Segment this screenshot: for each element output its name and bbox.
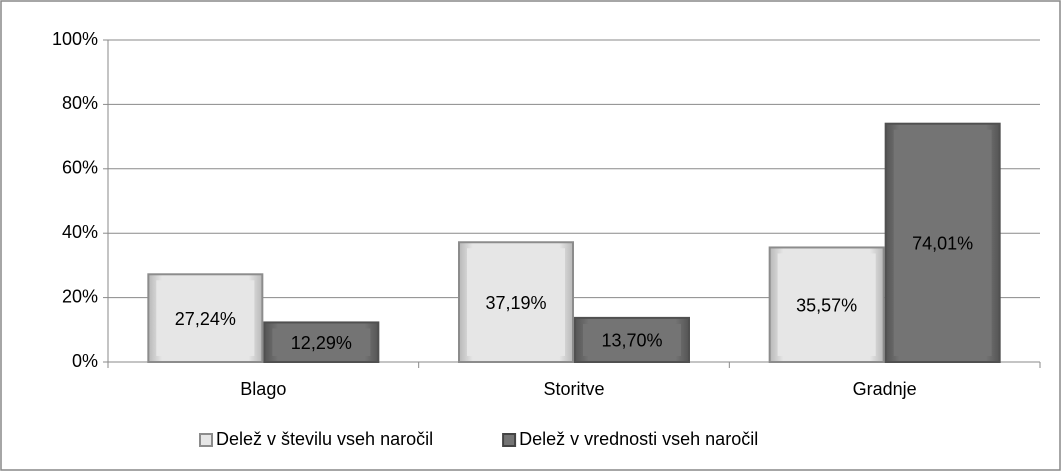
legend-label: Delež v vrednosti vseh naročil — [519, 429, 758, 449]
value-label: 27,24% — [175, 309, 236, 329]
y-tick-label: 0% — [72, 351, 98, 371]
x-tick-label: Storitve — [543, 379, 604, 399]
value-label: 13,70% — [601, 331, 662, 351]
bar-face — [583, 323, 681, 356]
legend-swatch — [502, 433, 517, 447]
bar-face — [272, 328, 371, 356]
y-tick-label: 60% — [62, 158, 98, 178]
value-label: 37,19% — [485, 293, 546, 313]
bar-face — [893, 129, 992, 356]
x-tick-label: Blago — [240, 379, 286, 399]
value-label: 35,57% — [796, 295, 857, 315]
y-tick-label: 40% — [62, 222, 98, 242]
bar-face — [777, 253, 876, 356]
legend-swatch — [199, 433, 213, 447]
value-label: 74,01% — [912, 234, 973, 254]
y-tick-label: 80% — [62, 93, 98, 113]
value-label: 12,29% — [291, 333, 352, 353]
x-tick-label: Gradnje — [853, 379, 917, 399]
bar-face — [467, 248, 565, 356]
bar-face — [156, 280, 255, 356]
legend-label: Delež v številu vseh naročil — [216, 429, 433, 449]
y-tick-label: 100% — [52, 29, 98, 49]
y-tick-label: 20% — [62, 286, 98, 306]
